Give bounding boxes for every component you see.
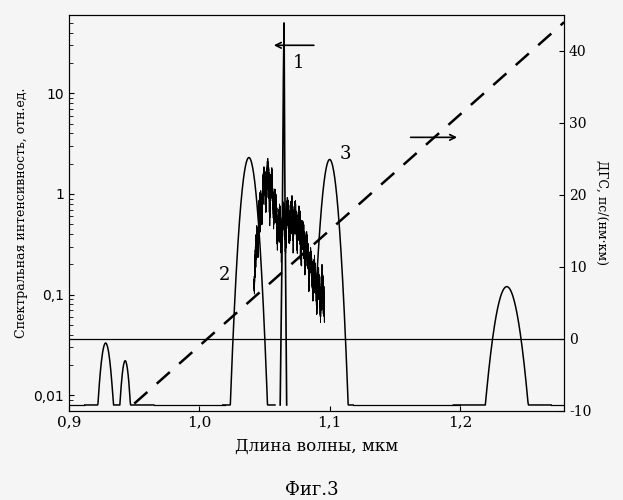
Text: 2: 2 [219, 266, 231, 284]
Text: 3: 3 [340, 146, 351, 164]
Y-axis label: ДГС, пс/(нм·км): ДГС, пс/(нм·км) [595, 160, 608, 266]
Text: Фиг.3: Фиг.3 [285, 481, 338, 499]
Y-axis label: Спектральная интенсивность, отн.ед.: Спектральная интенсивность, отн.ед. [15, 88, 28, 338]
Text: 1: 1 [293, 54, 305, 72]
X-axis label: Длина волны, мкм: Длина волны, мкм [235, 438, 398, 455]
